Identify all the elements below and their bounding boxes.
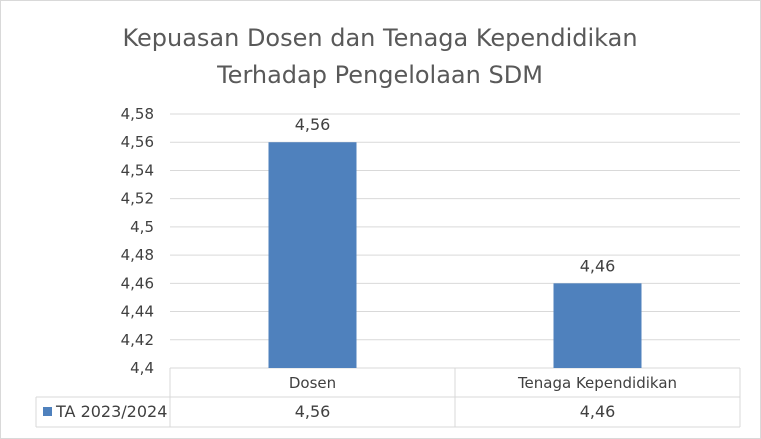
bar	[268, 142, 357, 368]
y-tick-label: 4,48	[121, 246, 154, 264]
chart-title-line-1: Kepuasan Dosen dan Tenaga Kependidikan	[122, 24, 637, 52]
data-label: 4,46	[580, 256, 616, 275]
y-tick-label: 4,44	[121, 303, 154, 321]
y-tick-label: 4,4	[130, 359, 154, 377]
y-tick-label: 4,42	[121, 331, 154, 349]
bar	[553, 283, 642, 368]
data-table-value: 4,46	[580, 402, 616, 421]
legend-swatch	[43, 407, 52, 416]
y-tick-label: 4,5	[130, 218, 154, 236]
y-tick-label: 4,54	[121, 161, 154, 179]
legend-series-name: TA 2023/2024	[55, 402, 167, 421]
y-tick-label: 4,46	[121, 274, 154, 292]
chart-title-line-2: Terhadap Pengelolaan SDM	[216, 61, 543, 89]
x-category-label: Dosen	[289, 374, 336, 392]
y-tick-label: 4,56	[121, 133, 154, 151]
y-tick-label: 4,52	[121, 190, 154, 208]
data-label: 4,56	[295, 115, 331, 134]
data-table-value: 4,56	[295, 402, 331, 421]
y-tick-label: 4,58	[121, 105, 154, 123]
x-category-label: Tenaga Kependidikan	[517, 374, 677, 392]
